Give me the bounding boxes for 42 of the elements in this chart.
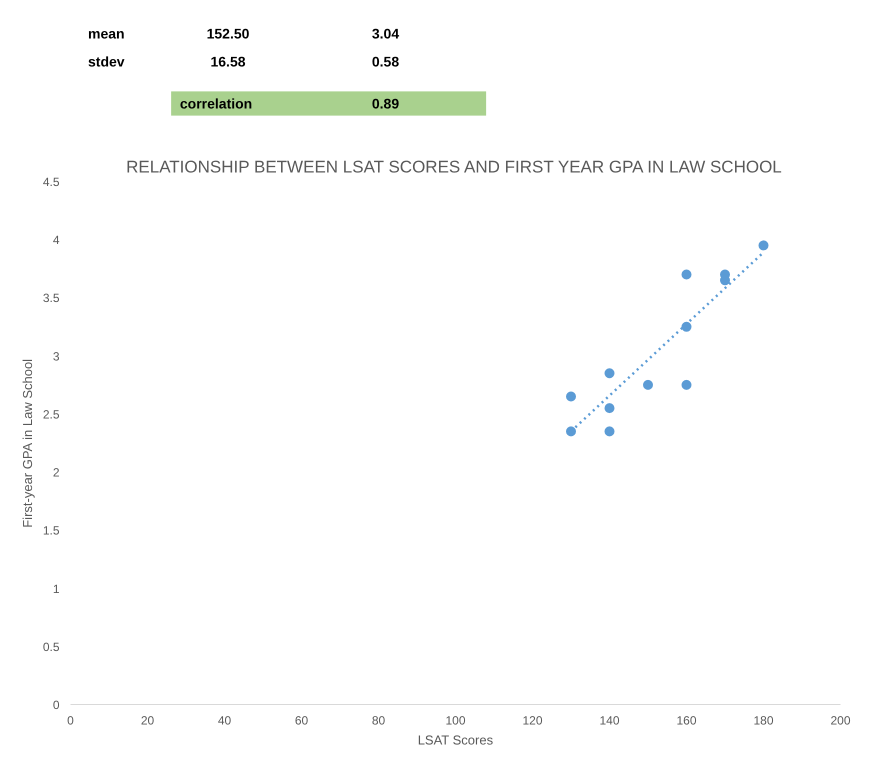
x-tick-label: 100 — [445, 714, 466, 728]
chart-title: RELATIONSHIP BETWEEN LSAT SCORES AND FIRST YEAR GPA IN LAW SCHOOL — [126, 158, 782, 176]
point — [643, 380, 653, 390]
x-tick-label: 160 — [676, 714, 697, 728]
x-tick-label: 0 — [67, 714, 74, 728]
text: 3.04 — [372, 26, 400, 42]
x-tick-label: 120 — [522, 714, 543, 728]
y-tick-label: 1.5 — [42, 524, 60, 538]
y-tick-label: 3.5 — [42, 291, 60, 306]
y-tick-label: 4.5 — [42, 175, 60, 189]
point — [604, 368, 614, 378]
text: correlation — [180, 96, 252, 112]
text: 0.89 — [372, 96, 400, 112]
y-tick-label: 1 — [52, 582, 60, 596]
x-axis-title: LSAT Scores — [418, 732, 494, 748]
text: 152.50 — [206, 26, 250, 42]
y-tick-label: 2.5 — [42, 407, 60, 422]
text: stdev — [88, 54, 125, 70]
y-tick-label: 4 — [52, 233, 60, 248]
x-tick-label: 200 — [830, 714, 851, 728]
text: 16.58 — [210, 54, 246, 70]
x-tick-label: 40 — [218, 714, 232, 728]
y-axis-title: First-year GPA in Law School — [20, 358, 35, 528]
y-tick-label: 0.5 — [42, 640, 60, 654]
x-tick-label: 140 — [599, 714, 620, 728]
point — [604, 403, 614, 414]
x-tick-label: 60 — [294, 714, 308, 728]
x-tick-label: 20 — [140, 714, 154, 728]
point — [566, 392, 576, 402]
point — [604, 426, 614, 436]
point — [682, 269, 692, 280]
y-tick-label: 0 — [52, 698, 60, 712]
x-tick-label: 180 — [753, 714, 774, 728]
point — [682, 380, 692, 390]
point — [758, 240, 768, 250]
text: mean — [88, 26, 125, 42]
text: 0.58 — [372, 54, 400, 70]
point — [566, 426, 576, 436]
x-tick-label: 80 — [372, 714, 386, 728]
y-tick-label: 2 — [52, 466, 60, 480]
y-tick-label: 3 — [52, 349, 60, 364]
point — [682, 322, 692, 332]
